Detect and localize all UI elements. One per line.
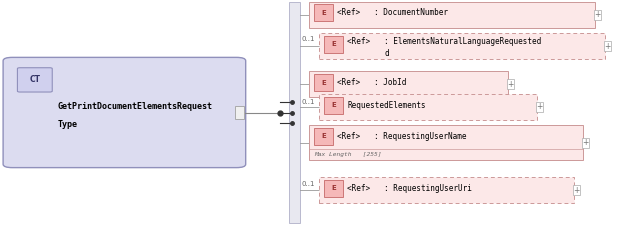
- FancyBboxPatch shape: [17, 68, 52, 92]
- Text: E: E: [321, 80, 326, 86]
- FancyBboxPatch shape: [324, 36, 343, 53]
- FancyBboxPatch shape: [309, 2, 595, 28]
- Text: +: +: [605, 42, 611, 51]
- FancyBboxPatch shape: [314, 128, 333, 144]
- FancyBboxPatch shape: [309, 126, 583, 160]
- Text: <Ref>   : RequestingUserName: <Ref> : RequestingUserName: [337, 132, 466, 141]
- Text: <Ref>   : ElementsNaturalLanguageRequested: <Ref> : ElementsNaturalLanguageRequested: [347, 37, 541, 46]
- FancyBboxPatch shape: [3, 57, 246, 168]
- Text: <Ref>   : DocumentNumber: <Ref> : DocumentNumber: [337, 8, 448, 17]
- Text: 0..1: 0..1: [301, 99, 315, 105]
- Text: CT: CT: [29, 75, 40, 84]
- Text: E: E: [321, 133, 326, 139]
- Text: Type: Type: [57, 120, 77, 129]
- Bar: [235, 106, 244, 119]
- FancyBboxPatch shape: [319, 33, 605, 59]
- Text: E: E: [331, 185, 336, 191]
- Text: +: +: [573, 186, 580, 195]
- FancyBboxPatch shape: [319, 94, 537, 120]
- Text: +: +: [536, 102, 542, 111]
- FancyBboxPatch shape: [324, 180, 343, 197]
- Bar: [289, 2, 300, 223]
- Text: GetPrintDocumentElementsRequest: GetPrintDocumentElementsRequest: [57, 102, 212, 111]
- Text: E: E: [331, 41, 336, 47]
- Text: RequestedElements: RequestedElements: [347, 101, 425, 110]
- FancyBboxPatch shape: [324, 97, 343, 113]
- FancyBboxPatch shape: [309, 72, 508, 97]
- Text: E: E: [331, 102, 336, 108]
- Text: +: +: [508, 80, 514, 89]
- Text: 0..1: 0..1: [301, 182, 315, 187]
- FancyBboxPatch shape: [314, 4, 333, 21]
- Text: d: d: [384, 49, 389, 58]
- FancyBboxPatch shape: [314, 74, 333, 91]
- FancyBboxPatch shape: [319, 177, 574, 203]
- Text: E: E: [321, 10, 326, 16]
- Text: +: +: [582, 138, 588, 147]
- Text: <Ref>   : JobId: <Ref> : JobId: [337, 78, 407, 87]
- Text: +: +: [595, 10, 601, 19]
- Text: Max Length   [255]: Max Length [255]: [314, 151, 382, 157]
- Text: <Ref>   : RequestingUserUri: <Ref> : RequestingUserUri: [347, 184, 472, 193]
- Text: 0..1: 0..1: [301, 36, 315, 42]
